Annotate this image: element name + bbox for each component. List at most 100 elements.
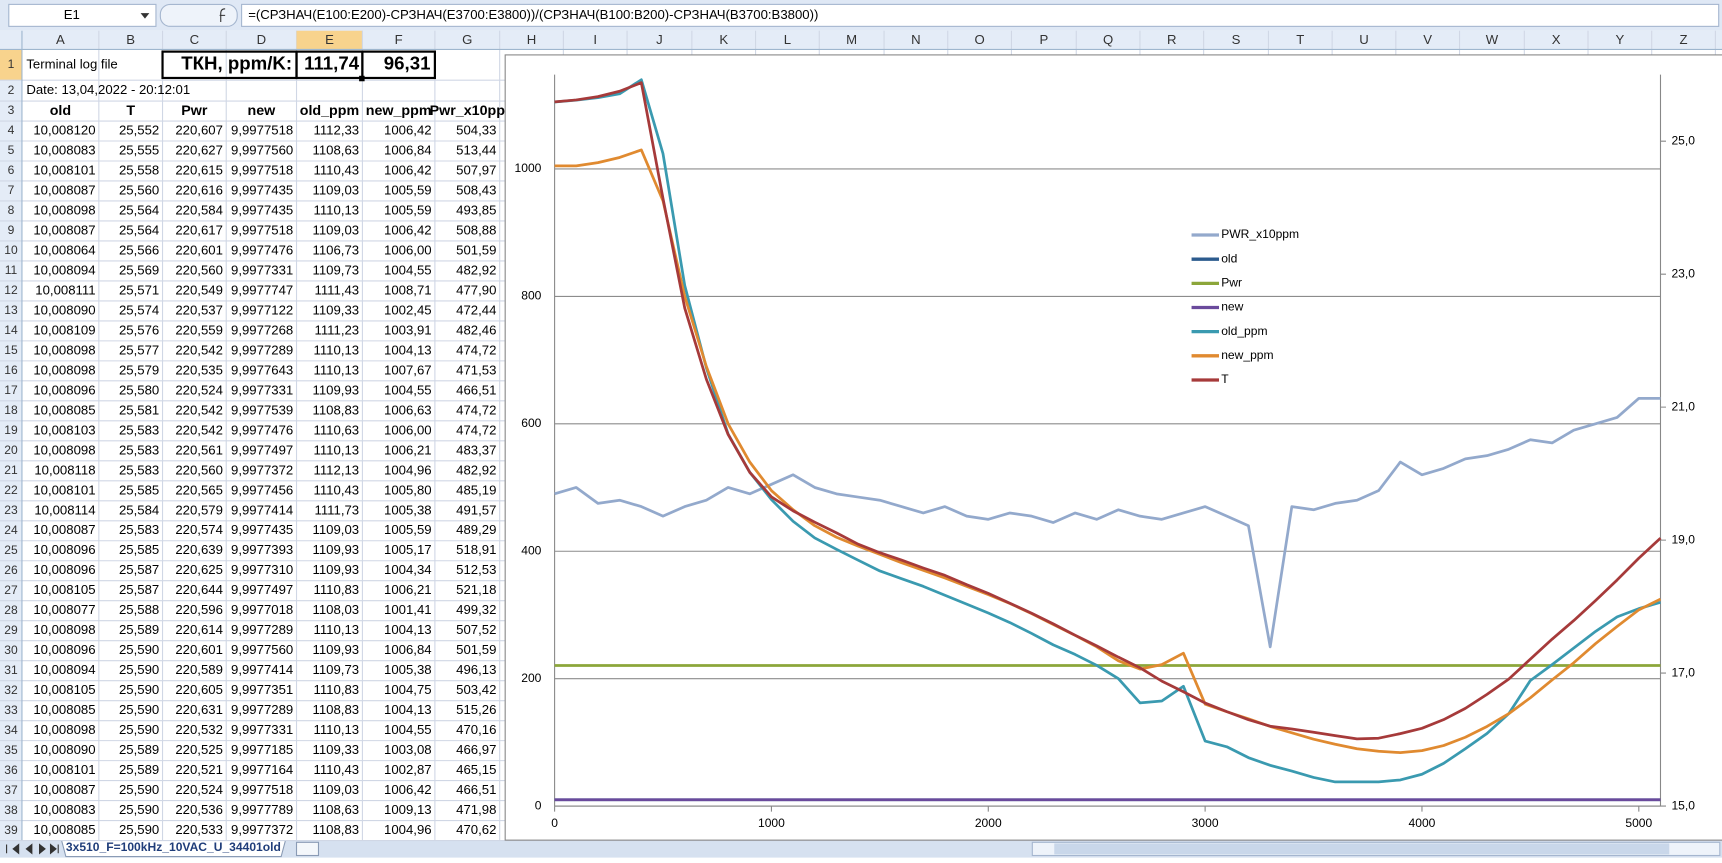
row-header: 9	[8, 223, 15, 237]
cell: 10,008096	[33, 642, 95, 657]
column-header: B	[126, 32, 135, 47]
row-header: 32	[4, 683, 18, 697]
cell: 1006,42	[384, 123, 432, 138]
cell: 1004,55	[384, 382, 432, 397]
cell: 220,605	[175, 682, 223, 697]
cell: 220,617	[175, 222, 223, 237]
cell: 1004,55	[384, 722, 432, 737]
tab-nav[interactable]	[6, 843, 59, 855]
cell: 10,008111	[35, 282, 95, 297]
new-sheet-button[interactable]	[295, 841, 320, 857]
cell: 25,583	[119, 462, 159, 477]
cell: 25,566	[119, 242, 159, 257]
cell: 1109,73	[313, 262, 360, 277]
scroll-thumb[interactable]	[1054, 843, 1670, 855]
column-header: K	[719, 32, 728, 47]
cell: 10,008098	[33, 362, 95, 377]
column-title: old_ppm	[300, 103, 359, 119]
cell: 9,9977789	[231, 802, 293, 817]
cell: 1007,67	[384, 362, 432, 377]
cell: 10,008098	[33, 722, 95, 737]
column-title: new_ppm	[366, 103, 432, 119]
dropdown-arrow[interactable]	[140, 13, 150, 19]
cell: 471,98	[456, 802, 496, 817]
cell: 25,589	[119, 622, 159, 637]
cell: 1005,17	[384, 542, 432, 557]
cell: 10,008077	[33, 602, 95, 617]
row-header: 24	[4, 523, 18, 537]
cell: 1109,33	[313, 742, 360, 757]
cell: 499,32	[456, 602, 496, 617]
cell: 1005,38	[384, 662, 432, 677]
cell: 10,008083	[33, 142, 95, 157]
row-header: 20	[4, 443, 18, 457]
cell: 9,9977185	[231, 742, 293, 757]
cell: 1111,43	[314, 282, 359, 297]
cell: 9,9977372	[231, 822, 293, 837]
formula-input[interactable]	[241, 3, 1720, 27]
cell: 25,587	[119, 582, 159, 597]
cell: 220,644	[175, 582, 223, 597]
y2-tick-label: 21,0	[1671, 399, 1695, 413]
fx-button[interactable]	[159, 3, 238, 27]
sheet-tab[interactable]	[60, 839, 287, 858]
cell: 9,9977643	[231, 362, 293, 377]
cell: 474,72	[456, 402, 496, 417]
cell: 507,52	[456, 622, 496, 637]
row-header: 7	[8, 183, 15, 197]
sheet-tab-label[interactable]: 3x510_F=100kHz_10VAC_U_34401old	[66, 840, 281, 854]
cell: 25,590	[119, 682, 159, 697]
row-header: 5	[8, 143, 15, 157]
cell: 1004,13	[384, 342, 432, 357]
cell: 9,9977476	[231, 242, 293, 257]
cell: 9,9977414	[231, 662, 293, 677]
row-header: 28	[4, 603, 18, 617]
row-header: 23	[4, 503, 18, 517]
name-box[interactable]	[8, 3, 157, 27]
cell: 1110,83	[314, 582, 360, 597]
cell: 9,9977518	[231, 782, 293, 797]
x-tick-label: 2000	[975, 816, 1002, 830]
row-header: 35	[4, 743, 18, 757]
x-tick-label: 4000	[1409, 816, 1436, 830]
cell: 513,44	[456, 142, 496, 157]
cell: 1108,83	[313, 702, 360, 717]
series-line	[554, 396, 1661, 649]
cell: 9,9977456	[231, 482, 293, 497]
cell: 1009,13	[384, 802, 432, 817]
cell: 1109,93	[313, 642, 360, 657]
cell: 515,26	[456, 702, 496, 717]
cell: 10,008096	[33, 562, 95, 577]
y2-tick-label: 23,0	[1671, 266, 1695, 280]
cell: 25,552	[119, 123, 159, 138]
cell: 9,9977518	[231, 162, 293, 177]
y-tick-label: 600	[521, 416, 541, 430]
cell: 1006,84	[384, 642, 432, 657]
cell: 9,9977497	[231, 582, 293, 597]
column-header: W	[1486, 32, 1499, 47]
column-header: N	[911, 32, 921, 47]
cell: 10,008118	[34, 462, 95, 477]
y-tick-label: 800	[521, 289, 541, 303]
cell: 220,627	[175, 142, 223, 157]
cell: 9,9977018	[231, 602, 293, 617]
fill-handle	[359, 75, 365, 82]
cell: 10,008087	[33, 222, 95, 237]
column-title: Pwr_x10pp	[430, 103, 506, 119]
cell: 482,92	[456, 462, 496, 477]
cell: 1109,93	[313, 542, 360, 557]
cell: 1006,00	[384, 242, 432, 257]
cell: 9,9977539	[231, 402, 293, 417]
cell: 1108,83	[313, 402, 360, 417]
column-header: O	[974, 32, 984, 47]
cell: 9,9977289	[231, 342, 293, 357]
cell: 508,43	[456, 182, 496, 197]
cell: 25,581	[119, 402, 159, 417]
row-header-bar	[0, 49, 22, 841]
cell: 10,008101	[33, 162, 95, 177]
cell: Date: 13,04,2022 - 20:12:01	[26, 82, 190, 97]
cell: 25,585	[119, 482, 159, 497]
row-header: 2	[8, 83, 15, 97]
cell: 1112,13	[314, 462, 360, 477]
selected-column-header	[296, 30, 363, 50]
